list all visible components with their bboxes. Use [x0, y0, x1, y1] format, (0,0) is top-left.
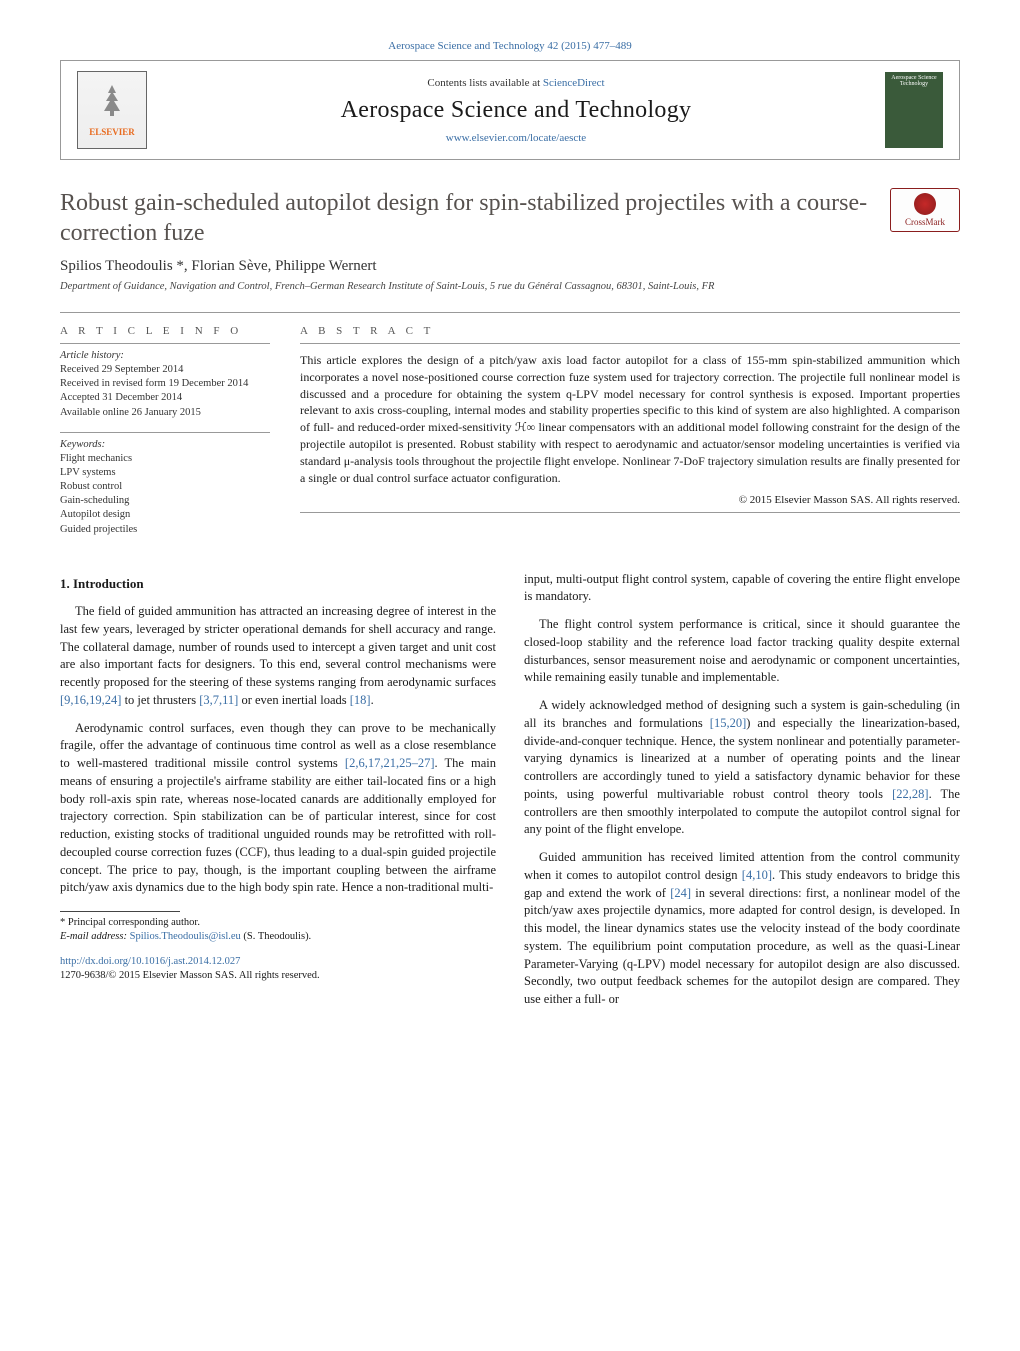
crossmark-badge[interactable]: CrossMark [890, 188, 960, 232]
keyword: Autopilot design [60, 508, 270, 522]
header-center: Contents lists available at ScienceDirec… [147, 77, 885, 144]
body-para: Guided ammunition has received limited a… [524, 849, 960, 1009]
contents-line: Contents lists available at ScienceDirec… [147, 77, 885, 89]
contents-prefix: Contents lists available at [427, 77, 542, 89]
divider-top [60, 312, 960, 313]
citation-link[interactable]: [18] [350, 693, 371, 707]
citation-link[interactable]: [22,28] [892, 787, 928, 801]
doi-block: http://dx.doi.org/10.1016/j.ast.2014.12.… [60, 955, 496, 985]
citation-link[interactable]: [4,10] [742, 868, 772, 882]
abstract-column: A B S T R A C T This article explores th… [300, 325, 960, 549]
history-received: Received 29 September 2014 [60, 363, 270, 377]
para-text: The field of guided ammunition has attra… [60, 604, 496, 689]
crossmark-label: CrossMark [905, 217, 945, 227]
corresponding-author-note: * Principal corresponding author. [60, 916, 496, 930]
journal-cover-thumb: Aerospace Science Technology [885, 72, 943, 148]
abstract-text: This article explores the design of a pi… [300, 352, 960, 486]
journal-header: ELSEVIER Contents lists available at Sci… [60, 60, 960, 160]
author-email-link[interactable]: Spilios.Theodoulis@isl.eu [130, 931, 241, 942]
article-title: Robust gain-scheduled autopilot design f… [60, 188, 890, 248]
meta-abstract-row: A R T I C L E I N F O Article history: R… [60, 325, 960, 549]
body-columns: 1. Introduction The field of guided ammu… [60, 571, 960, 1009]
keyword: Guided projectiles [60, 523, 270, 537]
page-root: Aerospace Science and Technology 42 (201… [0, 0, 1020, 1059]
top-citation-link[interactable]: Aerospace Science and Technology 42 (201… [388, 40, 631, 52]
body-para: A widely acknowledged method of designin… [524, 697, 960, 839]
tree-icon [98, 83, 126, 125]
body-para: Aerodynamic control surfaces, even thoug… [60, 720, 496, 898]
keyword: Robust control [60, 480, 270, 494]
para-text: in several directions: first, a nonlinea… [524, 886, 960, 1007]
para-text: . The main means of ensuring a projectil… [60, 756, 496, 894]
email-label: E-mail address: [60, 931, 130, 942]
body-para: The flight control system performance is… [524, 616, 960, 687]
meta-divider-1 [60, 343, 270, 344]
footnote-block: * Principal corresponding author. E-mail… [60, 911, 496, 984]
keyword: LPV systems [60, 466, 270, 480]
history-revised: Received in revised form 19 December 201… [60, 377, 270, 391]
history-label: Article history: [60, 350, 270, 361]
email-suffix: (S. Theodoulis). [241, 931, 311, 942]
sciencedirect-link[interactable]: ScienceDirect [543, 77, 605, 89]
title-row: Robust gain-scheduled autopilot design f… [60, 188, 960, 248]
citation-link[interactable]: [9,16,19,24] [60, 693, 121, 707]
abstract-divider [300, 343, 960, 344]
footnote-rule [60, 911, 180, 912]
citation-link[interactable]: [24] [670, 886, 691, 900]
abstract-divider-bottom [300, 512, 960, 513]
section-heading-1: 1. Introduction [60, 575, 496, 593]
keywords-label: Keywords: [60, 439, 270, 450]
keyword: Gain-scheduling [60, 494, 270, 508]
abstract-copyright: © 2015 Elsevier Masson SAS. All rights r… [300, 494, 960, 506]
journal-name: Aerospace Science and Technology [147, 97, 885, 124]
author-list: Spilios Theodoulis *, Florian Sève, Phil… [60, 258, 960, 275]
body-para: The field of guided ammunition has attra… [60, 603, 496, 710]
journal-homepage: www.elsevier.com/locate/aescte [147, 132, 885, 144]
meta-divider-2 [60, 432, 270, 433]
article-info-column: A R T I C L E I N F O Article history: R… [60, 325, 270, 549]
affiliation: Department of Guidance, Navigation and C… [60, 281, 960, 292]
abstract-label: A B S T R A C T [300, 325, 960, 337]
issn-line: 1270-9638/© 2015 Elsevier Masson SAS. Al… [60, 970, 320, 981]
history-online: Available online 26 January 2015 [60, 406, 270, 420]
publisher-name: ELSEVIER [89, 127, 135, 137]
keywords-block: Keywords: Flight mechanics LPV systems R… [60, 439, 270, 537]
citation-link[interactable]: [2,6,17,21,25–27] [345, 756, 435, 770]
para-text: or even inertial loads [238, 693, 349, 707]
article-history: Article history: Received 29 September 2… [60, 350, 270, 420]
history-accepted: Accepted 31 December 2014 [60, 391, 270, 405]
email-footnote: E-mail address: Spilios.Theodoulis@isl.e… [60, 930, 496, 944]
keyword: Flight mechanics [60, 452, 270, 466]
journal-homepage-link[interactable]: www.elsevier.com/locate/aescte [446, 132, 586, 144]
citation-link[interactable]: [15,20] [710, 716, 746, 730]
crossmark-icon [914, 193, 936, 215]
top-citation: Aerospace Science and Technology 42 (201… [60, 40, 960, 52]
doi-link[interactable]: http://dx.doi.org/10.1016/j.ast.2014.12.… [60, 956, 240, 967]
citation-link[interactable]: [3,7,11] [199, 693, 238, 707]
para-text: . [371, 693, 374, 707]
body-para: input, multi-output flight control syste… [524, 571, 960, 607]
article-info-label: A R T I C L E I N F O [60, 325, 270, 337]
publisher-logo: ELSEVIER [77, 71, 147, 149]
para-text: to jet thrusters [121, 693, 199, 707]
